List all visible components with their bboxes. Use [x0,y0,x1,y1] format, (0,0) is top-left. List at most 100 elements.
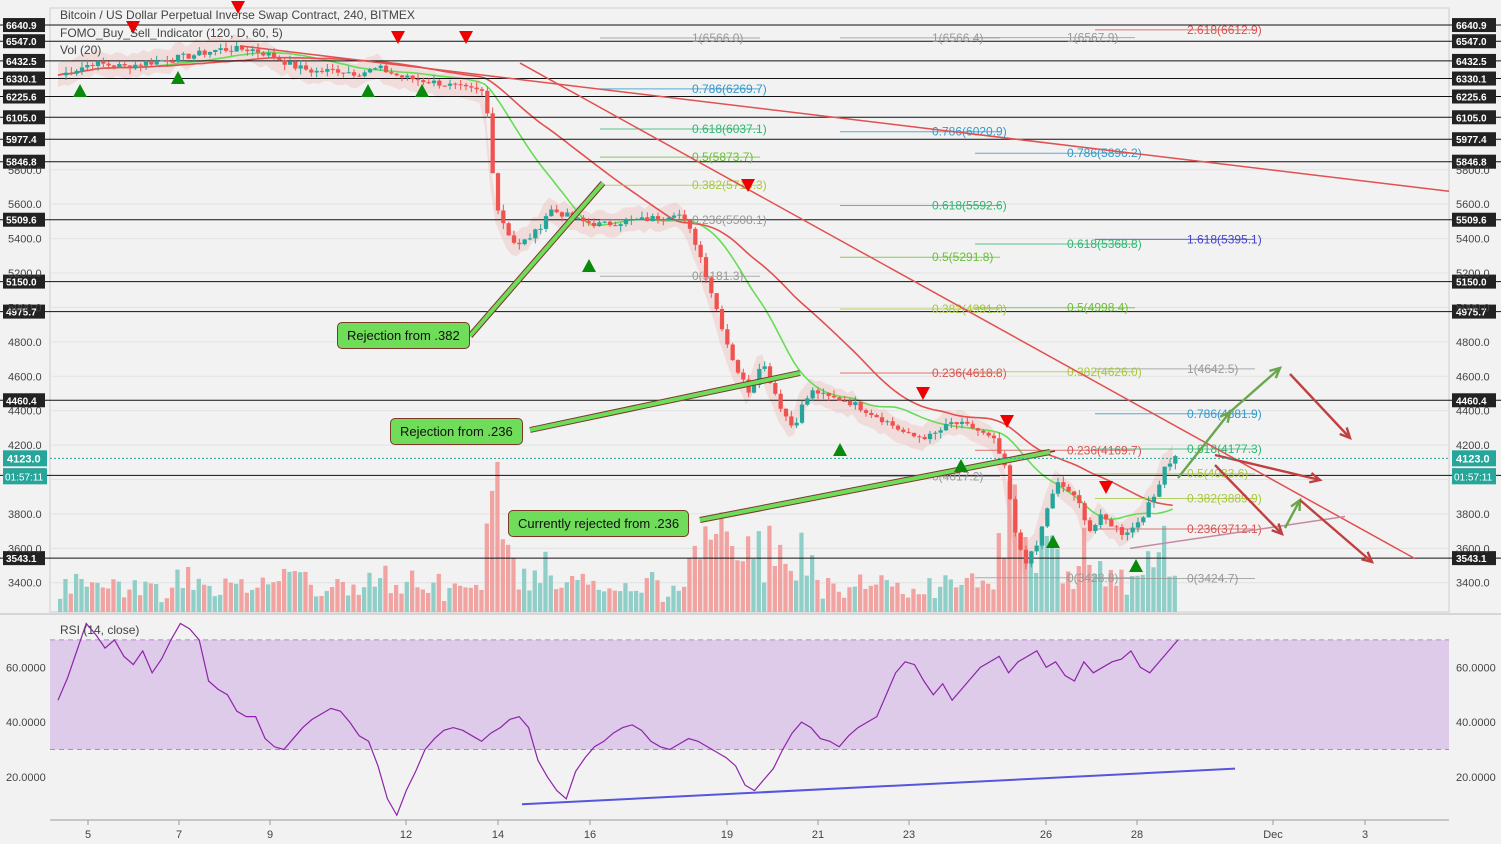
volume-bar [623,583,628,612]
candle-body [981,430,986,433]
volume-label: Vol (20) [60,43,102,57]
candle-body [703,257,709,278]
y-tick-left: 4800.0 [8,337,42,349]
candle-body [426,82,431,84]
candle-body [191,55,197,59]
candle-body [751,385,757,393]
candle-body [181,53,186,55]
level-label-right: 5509.6 [1456,216,1487,227]
volume-bar [1087,564,1092,612]
volume-bar [799,532,804,612]
volume-bar [340,581,345,612]
level-label-right: 6547.0 [1456,37,1487,48]
fib-label: 0.786(6269.7) [692,82,767,96]
level-label-left: 6547.0 [6,37,37,48]
volume-bar [986,583,991,612]
y-tick-left: 3800.0 [8,509,42,521]
rsi-panel: 20.0000 20.0000 40.0000 40.0000 60.0000 60.00… [0,613,1501,817]
volume-bar [724,531,729,612]
candle-body [949,422,954,425]
fib-label: 0.382(4991.0) [932,302,1007,316]
volume-bar [308,584,313,612]
level-tag-left [3,132,45,147]
volume-bar [863,588,868,612]
level-label-right: 4460.4 [1456,396,1487,407]
volume-bar [356,594,361,612]
candle-body [314,70,319,73]
level-tag-right [1452,304,1496,319]
candle-body [437,80,442,86]
candle-body [538,228,543,230]
candle-body [159,60,165,62]
volume-bar [559,587,564,612]
candle-body [714,293,719,310]
level-label-right: 6225.6 [1456,93,1487,104]
volume-bar [650,572,655,612]
volume-bar [68,593,73,612]
level-tag-right [1452,274,1496,289]
candle-body [783,408,789,417]
candle-body [986,432,991,436]
level-label-left: 6640.9 [6,21,37,32]
volume-bar [1103,586,1108,612]
volume-bar [884,580,889,612]
volume-bar [1162,525,1167,612]
candle-body [911,432,917,437]
volume-bar [223,578,228,612]
fib-label: 2.618(6612.9) [1187,23,1262,37]
arrow-down-4 [1299,499,1373,563]
volume-bar [1108,569,1113,612]
y-tick-right: 4400.0 [1456,406,1490,418]
y-tick-right: 5400.0 [1456,234,1490,246]
candle-body [95,61,101,66]
sell-marker [459,31,473,44]
volume-bar [1060,583,1065,612]
buy-marker [171,71,185,84]
candle-body [90,64,95,66]
candle-body [965,421,970,424]
volume-bar [634,590,639,612]
y-tick-left: 3600.0 [8,543,42,555]
level-label-left: 5150.0 [6,278,37,289]
candle-body [271,52,277,58]
x-tick-label: 19 [721,829,733,841]
candle-body [901,429,906,432]
level-tag-left [3,110,45,125]
candle-body [842,400,847,402]
fib-label: 0.236(5508.1) [692,213,767,227]
candle-body [853,402,858,406]
candle-body [197,50,202,56]
candle-body [922,437,927,440]
volume-bar [495,462,500,612]
projection-arrows [1177,366,1375,564]
volume-bar [500,539,505,612]
callout-pointer [529,371,801,432]
x-tick-label: 14 [492,829,504,841]
candle-body [511,235,517,243]
volume-bar [1082,527,1087,612]
level-label-left: 6330.1 [6,75,37,86]
level-tag-right [1452,53,1496,68]
volume-bar [106,588,111,612]
candle-body [687,219,693,229]
current-price-label: 4123.0 [7,453,41,465]
arrow-up-2 [1229,367,1281,413]
y-tick-right: 4200.0 [1456,440,1490,452]
arrow-up-3 [1283,499,1302,529]
candle-body [1029,551,1034,564]
volume-bar [895,582,900,612]
volume-bar [271,582,276,612]
x-tick-label: Dec [1263,829,1283,841]
level-tag-right [1452,393,1496,408]
candle-body [133,64,138,69]
y-tick-left: 5400.0 [8,234,42,246]
candle-body [405,75,410,78]
candle-body [170,61,175,63]
volume-bar [79,579,84,612]
volume-bar [314,596,319,612]
candle-body [1103,514,1109,520]
sell-marker [126,21,140,34]
countdown-label: 01:57:11 [5,472,44,483]
candle-body [799,404,805,423]
candle-body [229,50,234,52]
